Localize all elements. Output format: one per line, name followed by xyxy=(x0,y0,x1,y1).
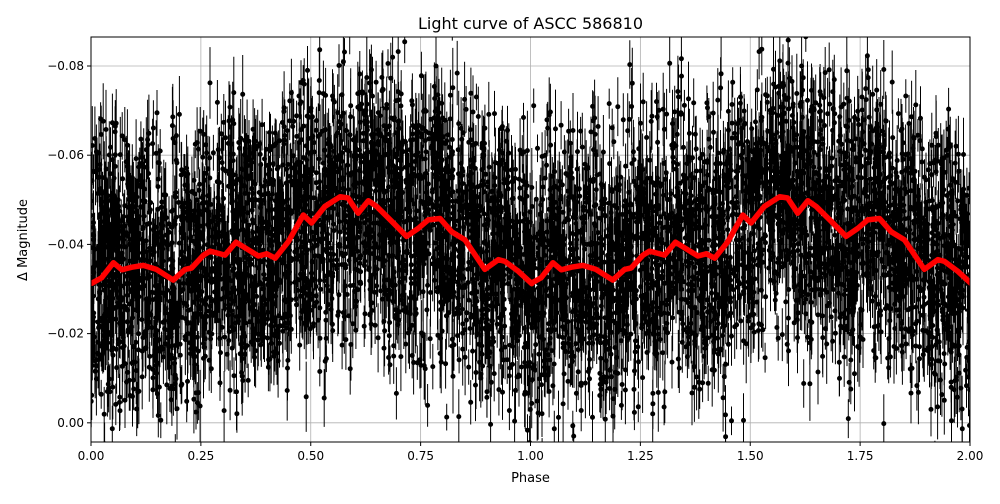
x-tick-label: 1.25 xyxy=(627,449,654,463)
x-tick-label: 0.50 xyxy=(297,449,324,463)
axis-ticks: 0.00 0.25 0.50 0.75 1.00 1.25 1.50 1.75 2.00 −0.0… xyxy=(47,59,983,463)
x-tick-label: 1.00 xyxy=(517,449,544,463)
y-tick-label: 0.00 xyxy=(57,416,84,430)
y-tick-label: −0.08 xyxy=(47,59,84,73)
x-tick-label: 2.00 xyxy=(957,449,984,463)
y-tick-label: −0.04 xyxy=(47,237,84,251)
x-tick-label: 1.75 xyxy=(847,449,874,463)
chart-title: Light curve of ASCC 586810 xyxy=(418,14,643,33)
x-tick-label: 0.25 xyxy=(188,449,215,463)
x-tick-label: 0.75 xyxy=(407,449,434,463)
y-tick-label: −0.02 xyxy=(47,327,84,341)
y-axis-label: Δ Magnitude xyxy=(16,199,31,281)
model-curve xyxy=(91,193,970,287)
x-tick-label: 0.00 xyxy=(78,449,105,463)
data-points xyxy=(91,37,970,442)
y-tick-label: −0.06 xyxy=(47,148,84,162)
x-axis-label: Phase xyxy=(511,471,550,486)
x-tick-label: 1.50 xyxy=(737,449,764,463)
